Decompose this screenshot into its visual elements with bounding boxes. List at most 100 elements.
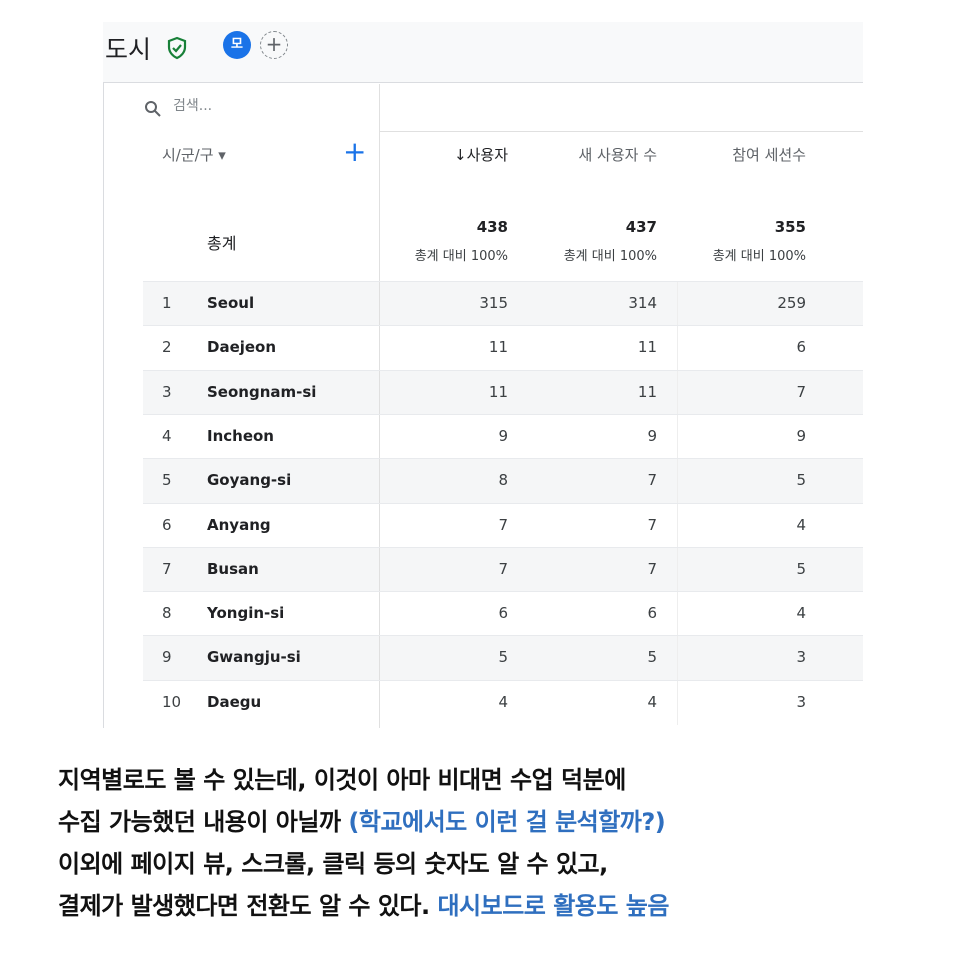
- city-name[interactable]: Daegu: [207, 693, 262, 711]
- metric-value: 8: [498, 471, 508, 489]
- table-row[interactable]: 8 Yongin-si 6 6 4: [143, 591, 863, 636]
- table-row[interactable]: 7 Busan 7 7 5: [143, 547, 863, 592]
- divider: [103, 82, 104, 728]
- caption-line-3: 이외에 페이지 뷰, 스크롤, 클릭 등의 숫자도 알 수 있고,: [58, 844, 608, 879]
- metric-value: 4: [498, 693, 508, 711]
- row-index: 4: [162, 427, 172, 445]
- row-index: 10: [162, 693, 182, 711]
- metric-value: 7: [647, 516, 657, 534]
- verified-shield-icon: [167, 36, 187, 60]
- table-row[interactable]: 9 Gwangju-si 5 5 3: [143, 635, 863, 680]
- metric-value: 9: [647, 427, 657, 445]
- city-name[interactable]: Goyang-si: [207, 471, 292, 489]
- caption-highlight: (학교에서도 이런 걸 분석할까?): [348, 808, 666, 836]
- metric-value: 259: [777, 294, 806, 312]
- table-row[interactable]: 4 Incheon 9 9 9: [143, 414, 863, 459]
- metric-value: 9: [796, 427, 806, 445]
- metric-value: 5: [498, 648, 508, 666]
- metric-value: 7: [647, 471, 657, 489]
- column-divider: [379, 504, 380, 548]
- caption-text: 수집 가능했던 내용이 아닐까: [58, 808, 349, 836]
- metric-value: 11: [637, 383, 657, 401]
- total-percent: 총계 대비 100%: [563, 249, 657, 264]
- dimension-header[interactable]: 시/군/구 ▾: [162, 146, 226, 164]
- column-divider: [379, 636, 380, 680]
- city-name[interactable]: Busan: [207, 560, 259, 578]
- column-divider: [379, 459, 380, 503]
- total-percent: 총계 대비 100%: [414, 249, 508, 264]
- metric-value: 5: [796, 471, 806, 489]
- metric-value: 11: [488, 383, 508, 401]
- caption-text: 결제가 발생했다면 전환도 알 수 있다.: [58, 892, 438, 920]
- city-name[interactable]: Anyang: [207, 516, 271, 534]
- column-header-new-users[interactable]: 새 사용자 수: [578, 146, 657, 164]
- header-divider: [379, 131, 863, 132]
- metric-value: 3: [796, 693, 806, 711]
- table-row[interactable]: 5 Goyang-si 8 7 5: [143, 458, 863, 503]
- metric-value: 5: [796, 560, 806, 578]
- caption-line-2: 수집 가능했던 내용이 아닐까 (학교에서도 이런 걸 분석할까?): [58, 802, 666, 837]
- column-divider: [677, 548, 678, 592]
- totals-label: 총계: [207, 234, 237, 253]
- column-divider: [379, 326, 380, 370]
- add-comparison-icon[interactable]: +: [260, 31, 288, 59]
- column-divider: [677, 636, 678, 680]
- metric-value: 6: [647, 604, 657, 622]
- column-divider: [677, 326, 678, 370]
- report-panel: 도시 모 + 검색... 시/군/구 ▾ + ↓사용자 새 사용자 수 참여 세…: [103, 22, 863, 728]
- column-header-users[interactable]: ↓사용자: [454, 146, 508, 164]
- city-name[interactable]: Yongin-si: [207, 604, 285, 622]
- metric-value: 7: [498, 516, 508, 534]
- metric-value: 6: [796, 338, 806, 356]
- metric-value: 7: [498, 560, 508, 578]
- row-index: 1: [162, 294, 172, 312]
- metric-value: 4: [647, 693, 657, 711]
- caption-highlight: 대시보드로 활용도 높음: [437, 892, 669, 920]
- metric-value: 4: [796, 604, 806, 622]
- city-name[interactable]: Seongnam-si: [207, 383, 317, 401]
- metric-value: 5: [647, 648, 657, 666]
- avatar[interactable]: 모: [223, 31, 251, 59]
- column-divider: [379, 592, 380, 636]
- metric-value: 4: [796, 516, 806, 534]
- column-divider: [379, 548, 380, 592]
- total-value: 437: [625, 218, 657, 236]
- search-input[interactable]: 검색...: [173, 98, 213, 114]
- row-index: 6: [162, 516, 172, 534]
- metric-value: 11: [637, 338, 657, 356]
- row-index: 8: [162, 604, 172, 622]
- table-row[interactable]: 10 Daegu 4 4 3: [143, 680, 863, 725]
- table-row[interactable]: 2 Daejeon 11 11 6: [143, 325, 863, 370]
- column-divider: [677, 504, 678, 548]
- caption-line-1: 지역별로도 볼 수 있는데, 이것이 아마 비대면 수업 덕분에: [58, 760, 626, 795]
- caption-text: 지역별로도 볼 수 있는데, 이것이 아마 비대면 수업 덕분에: [58, 766, 626, 794]
- row-index: 9: [162, 648, 172, 666]
- column-divider: [677, 681, 678, 725]
- metric-value: 11: [488, 338, 508, 356]
- metric-value: 7: [647, 560, 657, 578]
- column-divider: [379, 415, 380, 459]
- row-index: 2: [162, 338, 172, 356]
- city-name[interactable]: Seoul: [207, 294, 255, 312]
- total-value: 438: [476, 218, 508, 236]
- metric-value: 7: [796, 383, 806, 401]
- row-index: 3: [162, 383, 172, 401]
- city-name[interactable]: Gwangju-si: [207, 648, 301, 666]
- row-index: 5: [162, 471, 172, 489]
- metric-value: 314: [628, 294, 657, 312]
- table-row[interactable]: 1 Seoul 315 314 259: [143, 281, 863, 326]
- caption-text: 이외에 페이지 뷰, 스크롤, 클릭 등의 숫자도 알 수 있고,: [58, 850, 608, 878]
- column-header-engaged-sessions[interactable]: 참여 세션수: [732, 146, 806, 164]
- column-divider: [379, 681, 380, 725]
- row-index: 7: [162, 560, 172, 578]
- city-name[interactable]: Daejeon: [207, 338, 277, 356]
- metric-value: 3: [796, 648, 806, 666]
- column-divider: [379, 282, 380, 326]
- page-title: 도시: [105, 35, 152, 64]
- city-name[interactable]: Incheon: [207, 427, 274, 445]
- table-row[interactable]: 6 Anyang 7 7 4: [143, 503, 863, 548]
- column-divider: [379, 371, 380, 415]
- table-row[interactable]: 3 Seongnam-si 11 11 7: [143, 370, 863, 415]
- column-divider: [677, 371, 678, 415]
- add-dimension-button[interactable]: +: [343, 135, 367, 168]
